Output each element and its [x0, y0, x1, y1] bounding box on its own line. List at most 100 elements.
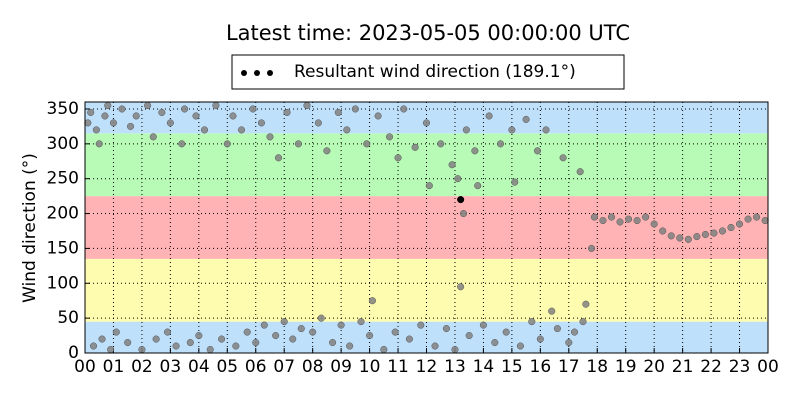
data-point [243, 328, 251, 336]
data-point [124, 338, 132, 347]
data-point [272, 332, 280, 340]
data-point [693, 233, 701, 241]
data-point [491, 338, 499, 347]
x-tick-label: 21 [672, 357, 694, 377]
x-tick-label: 00 [74, 357, 96, 377]
data-point [257, 119, 265, 127]
data-point [274, 154, 283, 162]
x-tick-label: 18 [586, 357, 608, 377]
data-point [528, 318, 536, 326]
data-point [118, 105, 126, 113]
data-point [659, 227, 667, 235]
data-point [289, 335, 297, 343]
x-tick-label: 17 [558, 357, 580, 377]
data-point [84, 119, 92, 127]
data-point [101, 112, 109, 120]
plot-frame [84, 101, 769, 354]
x-tick-label: 01 [103, 357, 125, 377]
data-point [516, 342, 524, 350]
data-point [152, 335, 160, 343]
data-point [237, 126, 246, 134]
data-point [576, 168, 584, 176]
data-point [206, 345, 214, 354]
x-tick-label: 22 [700, 357, 722, 377]
x-tick-label: 08 [302, 357, 324, 377]
x-tick-label: 09 [330, 357, 352, 377]
data-point [158, 108, 166, 117]
data-point [457, 283, 465, 291]
x-tick-label: 15 [501, 357, 523, 377]
data-point [565, 338, 573, 347]
data-point [212, 101, 220, 110]
data-point [411, 143, 419, 151]
x-tick-label: 07 [273, 357, 295, 377]
x-tick-label: 16 [530, 357, 552, 377]
x-tick-label: 03 [160, 357, 182, 377]
x-tick-label: 23 [729, 357, 751, 377]
data-point [95, 140, 103, 148]
data-point [107, 345, 115, 354]
y-axis-label: Wind direction (°) [20, 153, 40, 303]
data-point [366, 332, 374, 340]
data-point [126, 122, 135, 130]
data-point [329, 338, 337, 347]
data-point [218, 335, 226, 343]
y-tick-label: 100 [47, 273, 79, 293]
direction-band [85, 196, 768, 259]
data-point [92, 126, 100, 134]
data-point [559, 154, 567, 162]
legend-marker [241, 70, 247, 76]
data-point [252, 338, 260, 347]
data-point [266, 133, 274, 141]
data-point [425, 182, 433, 190]
data-point [186, 338, 194, 347]
data-point [166, 119, 174, 127]
data-point [149, 133, 157, 141]
data-point [200, 126, 209, 134]
data-point [317, 314, 325, 322]
data-point [502, 328, 510, 336]
x-tick-label: 20 [643, 357, 665, 377]
data-point [485, 112, 493, 120]
data-point [442, 325, 450, 333]
data-point [138, 345, 146, 354]
x-tick-label: 06 [245, 357, 267, 377]
data-point [474, 182, 482, 190]
data-point [437, 140, 445, 148]
data-point [323, 147, 331, 155]
data-point [431, 342, 439, 350]
legend-marker [254, 70, 260, 76]
data-point [368, 297, 376, 305]
x-tick-label: 12 [416, 357, 438, 377]
data-point [579, 318, 587, 326]
data-point [684, 235, 692, 243]
data-point [391, 328, 399, 336]
data-point [223, 140, 231, 148]
data-point [294, 140, 302, 148]
data-point [607, 213, 616, 221]
y-tick-label: 0 [68, 343, 79, 363]
data-point [536, 335, 544, 343]
data-point [582, 300, 590, 308]
data-point [479, 321, 487, 329]
data-point [132, 112, 140, 120]
data-point [249, 105, 257, 113]
x-tick-label: 10 [359, 357, 381, 377]
data-point [533, 147, 542, 155]
legend-marker [267, 70, 273, 76]
data-point [553, 325, 561, 333]
data-point [542, 126, 550, 134]
data-point [625, 215, 633, 223]
data-point [144, 101, 152, 110]
data-point [98, 335, 106, 343]
data-point [172, 342, 180, 350]
data-point [718, 227, 727, 235]
data-point [548, 307, 556, 315]
data-point [334, 108, 342, 117]
y-tick-label: 200 [47, 204, 79, 224]
data-point [297, 325, 305, 333]
data-point [192, 112, 200, 120]
data-point [590, 213, 598, 221]
data-point [309, 328, 317, 336]
data-point [104, 101, 112, 110]
